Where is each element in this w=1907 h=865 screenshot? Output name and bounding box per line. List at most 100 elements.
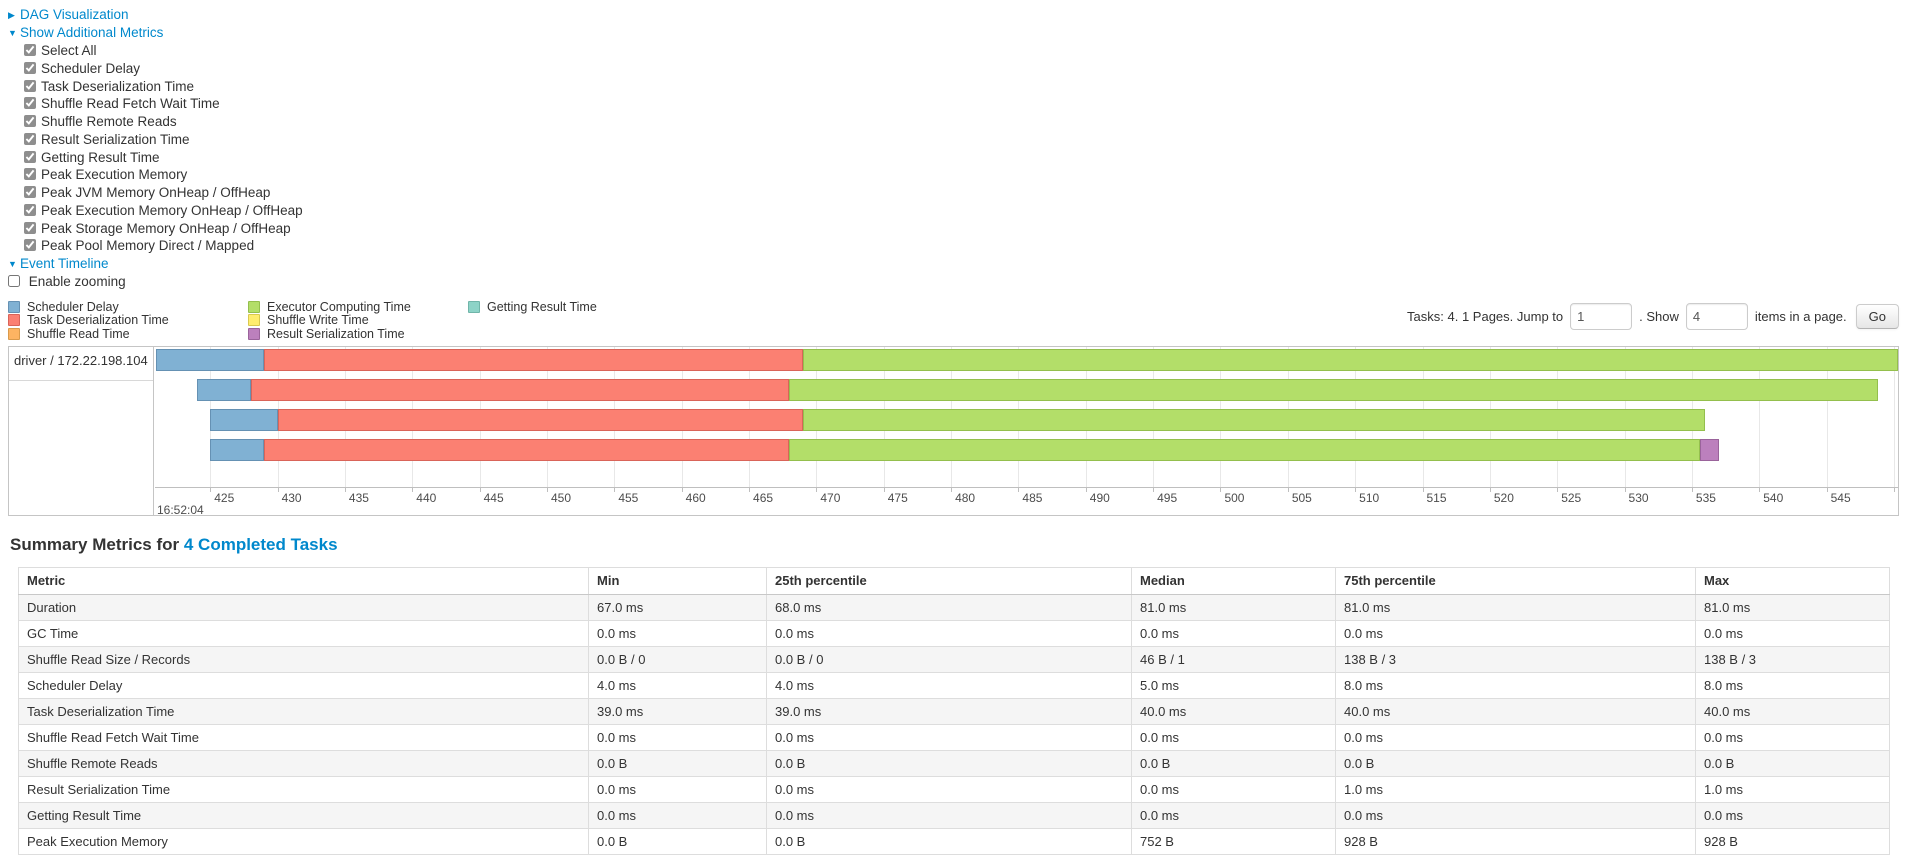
metric-checkbox[interactable] — [24, 132, 36, 145]
metric-value-cell: 0.0 ms — [1335, 723, 1696, 751]
metric-checkbox[interactable] — [24, 168, 36, 181]
metric-value-cell: 0.0 ms — [588, 619, 767, 647]
task-bar-segment-executor_computing[interactable] — [802, 348, 1898, 371]
event-timeline-toggle[interactable]: ▼ Event Timeline — [8, 255, 1899, 273]
metric-checkbox[interactable] — [24, 79, 36, 92]
show-additional-metrics-toggle[interactable]: ▼ Show Additional Metrics — [8, 24, 1899, 42]
axis-tick — [749, 486, 751, 492]
event-timeline-link[interactable]: Event Timeline — [20, 256, 109, 271]
axis-major-time-label: 16:52:04 — [157, 502, 204, 515]
metric-checkbox-label: Select All — [41, 43, 97, 58]
metric-checkbox[interactable] — [24, 61, 36, 74]
dag-visualization-toggle[interactable]: ▶ DAG Visualization — [8, 6, 1899, 24]
axis-tick — [883, 486, 885, 492]
task-bar-segment-task_deserialization[interactable] — [264, 438, 790, 461]
axis-tick — [1557, 486, 1559, 492]
legend-label: Scheduler Delay — [27, 299, 119, 314]
legend-item-task_deserialization: Task Deserialization Time — [8, 313, 204, 328]
task-bar-segment-task_deserialization[interactable] — [264, 348, 803, 371]
task-bar-segment-executor_computing[interactable] — [789, 438, 1700, 461]
metric-value-cell: 81.0 ms — [1131, 593, 1336, 621]
task-bar-segment-executor_computing[interactable] — [802, 408, 1706, 431]
metric-checkbox-row[interactable]: Shuffle Read Fetch Wait Time — [8, 95, 1899, 113]
metric-checkbox-row[interactable]: Task Deserialization Time — [8, 78, 1899, 96]
metric-checkbox-label: Scheduler Delay — [41, 60, 141, 76]
task-bar-segment-scheduler_delay[interactable] — [210, 438, 265, 461]
metric-checkbox-row[interactable]: Result Serialization Time — [8, 131, 1899, 149]
metric-checkbox-label: Peak JVM Memory OnHeap / OffHeap — [41, 185, 271, 200]
metric-checkbox-row[interactable]: Peak JVM Memory OnHeap / OffHeap — [8, 184, 1899, 202]
enable-zooming-checkbox-row[interactable]: Enable zooming — [8, 273, 1899, 291]
metric-checkbox[interactable] — [24, 239, 36, 252]
metric-checkbox-row[interactable]: Scheduler Delay — [8, 60, 1899, 78]
metric-value-cell: 0.0 ms — [1131, 775, 1336, 803]
metric-checkbox-label: Peak Execution Memory — [41, 167, 188, 183]
metric-value-cell: 8.0 ms — [1335, 671, 1696, 699]
enable-zooming-checkbox[interactable] — [8, 275, 20, 287]
show-additional-metrics-link[interactable]: Show Additional Metrics — [20, 25, 164, 40]
metric-checkbox[interactable] — [24, 44, 36, 56]
task-bar-segment-executor_computing[interactable] — [789, 378, 1878, 401]
metric-checkbox-row[interactable]: Select All — [8, 42, 1899, 60]
task-bar-segment-scheduler_delay[interactable] — [156, 348, 265, 371]
legend-item-executor_computing: Executor Computing Time — [248, 300, 424, 314]
task-bar-segment-task_deserialization[interactable] — [277, 408, 803, 431]
metric-checkbox[interactable] — [24, 150, 36, 163]
axis-tick-label: 440 — [416, 490, 437, 505]
shuffle_write-swatch-icon — [248, 314, 260, 327]
metric-checkbox-row[interactable]: Shuffle Remote Reads — [8, 113, 1899, 131]
metric-value-cell: 138 B / 3 — [1335, 645, 1696, 673]
go-button[interactable]: Go — [1855, 303, 1899, 329]
task-bar-segment-scheduler_delay[interactable] — [196, 378, 251, 401]
legend-item-scheduler_delay: Scheduler Delay — [8, 299, 204, 314]
metric-name-cell: Peak Execution Memory — [18, 827, 589, 855]
scheduler_delay-swatch-icon — [8, 300, 20, 313]
metric-checkbox-row[interactable]: Getting Result Time — [8, 149, 1899, 167]
enable-zooming-label: Enable zooming — [28, 274, 126, 289]
task_deserialization-swatch-icon — [8, 314, 20, 327]
dag-visualization-link[interactable]: DAG Visualization — [20, 7, 129, 22]
metric-value-cell: 0.0 B — [1695, 749, 1890, 777]
metric-value-cell: 0.0 B — [1335, 749, 1696, 777]
metric-checkbox[interactable] — [24, 186, 36, 198]
axis-tick-label: 475 — [887, 490, 908, 505]
metric-checkbox-row[interactable]: Peak Execution Memory — [8, 166, 1899, 184]
metric-value-cell: 0.0 ms — [588, 723, 767, 751]
axis-tick-label: 460 — [685, 490, 706, 505]
metric-value-cell: 68.0 ms — [766, 593, 1132, 621]
task-bar-segment-result_serialization[interactable] — [1699, 438, 1719, 461]
metric-checkbox-row[interactable]: Peak Pool Memory Direct / Mapped — [8, 237, 1899, 255]
metric-value-cell: 138 B / 3 — [1695, 645, 1890, 673]
metric-checkbox-row[interactable]: Peak Execution Memory OnHeap / OffHeap — [8, 202, 1899, 220]
summary-column-header: Min — [588, 566, 767, 595]
metric-checkbox-row[interactable]: Peak Storage Memory OnHeap / OffHeap — [8, 220, 1899, 238]
metric-value-cell: 0.0 ms — [1695, 619, 1890, 647]
legend-label: Task Deserialization Time — [27, 313, 169, 328]
completed-tasks-link[interactable]: 4 Completed Tasks — [183, 534, 338, 554]
axis-tick-label: 520 — [1493, 490, 1514, 505]
metric-checkbox[interactable] — [24, 203, 36, 216]
metric-value-cell: 0.0 B / 0 — [588, 645, 767, 673]
metric-checkbox-label: Shuffle Read Fetch Wait Time — [41, 96, 220, 112]
task-bar-segment-task_deserialization[interactable] — [250, 378, 790, 401]
summary-table-row: Shuffle Read Size / Records 0.0 B / 0 0.0 … — [18, 645, 1890, 673]
metric-checkbox[interactable] — [24, 221, 36, 234]
summary-heading-text: Summary Metrics for — [10, 534, 180, 554]
metric-value-cell: 0.0 B — [588, 827, 767, 855]
task-bar-segment-scheduler_delay[interactable] — [210, 408, 278, 431]
metric-value-cell: 40.0 ms — [1131, 697, 1336, 725]
axis-tick — [816, 486, 818, 492]
metric-checkbox[interactable] — [24, 97, 36, 110]
jump-to-page-input[interactable] — [1570, 302, 1633, 330]
metric-value-cell: 46 B / 1 — [1131, 645, 1336, 673]
metric-value-cell: 0.0 ms — [1335, 619, 1696, 647]
items-per-page-input[interactable] — [1685, 302, 1748, 330]
legend-label: Getting Result Time — [487, 299, 597, 314]
metric-name-cell: Shuffle Read Fetch Wait Time — [18, 723, 589, 751]
metric-checkbox[interactable] — [24, 115, 36, 127]
summary-table-header-row: Metric Min 25th percentile Median 75th perce… — [18, 566, 1890, 595]
axis-tick-label: 540 — [1763, 490, 1784, 505]
result_serialization-swatch-icon — [248, 327, 260, 340]
metric-value-cell: 0.0 B — [1131, 749, 1336, 777]
metric-value-cell: 928 B — [1335, 827, 1696, 855]
